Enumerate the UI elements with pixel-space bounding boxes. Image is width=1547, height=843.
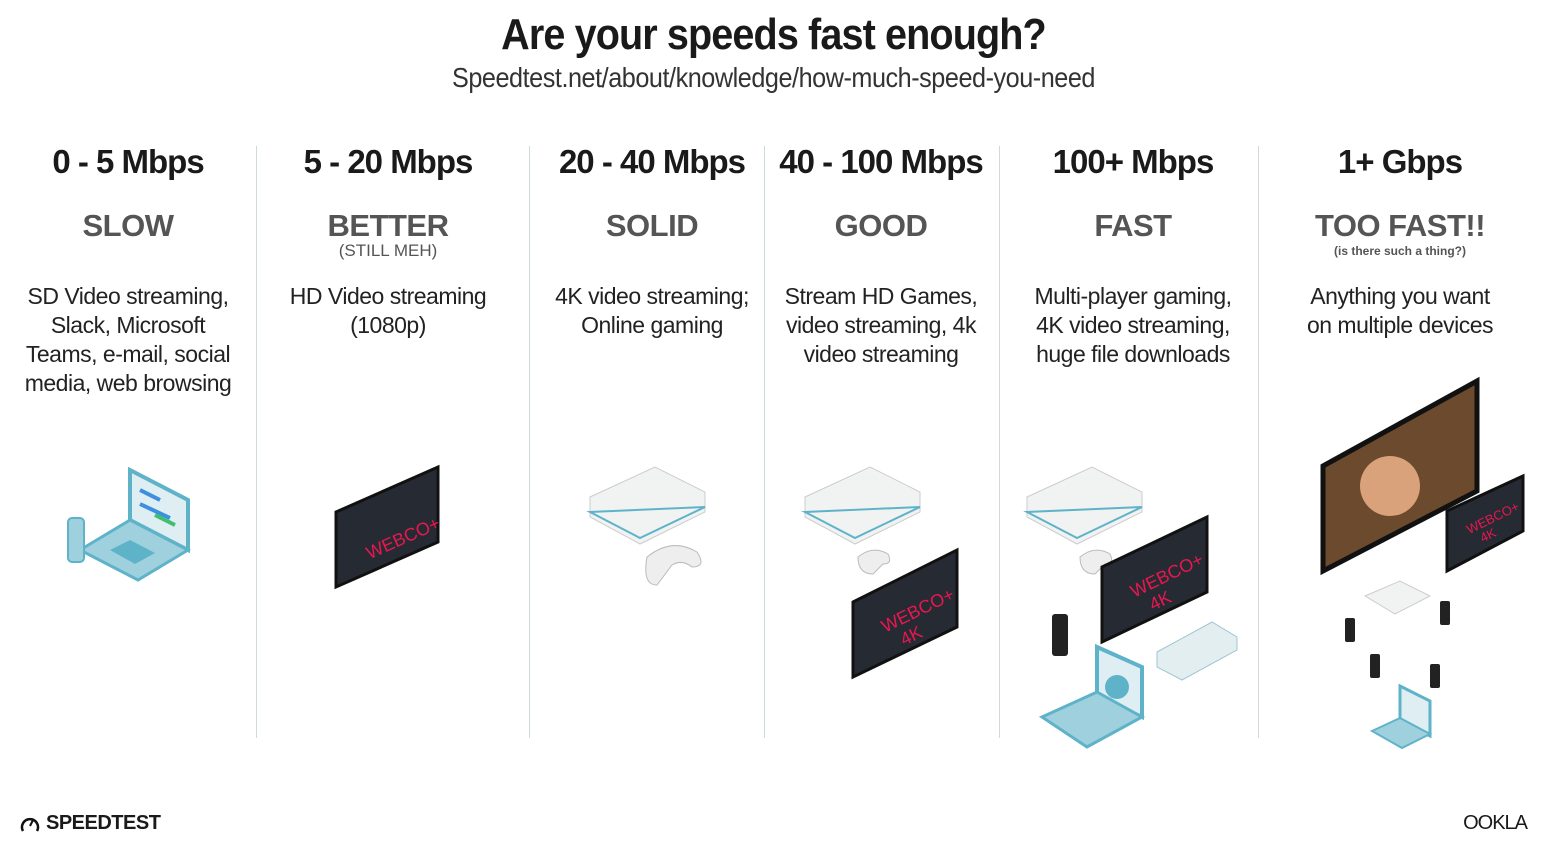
tier-speed: 20 - 40 Mbps bbox=[558, 143, 746, 180]
description-line: HD Video streaming bbox=[289, 283, 487, 309]
divider bbox=[764, 146, 765, 738]
tier-sublabel: (STILL MEH) bbox=[338, 241, 438, 260]
description-line: (1080p) bbox=[350, 312, 426, 338]
tier-column: 0 - 5 Mbps SLOW SD Video streaming, Slack,… bbox=[3, 140, 253, 398]
tier-description: Multi-player gaming, 4K video streaming, h… bbox=[1008, 282, 1258, 369]
description-line: 4K video streaming; bbox=[555, 283, 749, 309]
divider bbox=[999, 146, 1000, 738]
tier-column: 40 - 100 Mbps GOOD Stream HD Games, video … bbox=[766, 140, 996, 369]
tier-description: Stream HD Games, video streaming, 4k video… bbox=[766, 282, 996, 369]
description-line: Anything you want bbox=[1310, 283, 1490, 309]
tier-description: 4K video streaming; Online gaming bbox=[537, 282, 767, 340]
tier-description: SD Video streaming, Slack, Microsoft Teams… bbox=[3, 282, 253, 398]
tier-label: GOOD bbox=[834, 208, 928, 243]
tier-speed: 5 - 20 Mbps bbox=[303, 143, 474, 180]
laptop-icon bbox=[67, 466, 192, 582]
tier-sublabel: (is there such a thing?) bbox=[1333, 244, 1466, 258]
tier-label: BETTER bbox=[327, 208, 450, 243]
console-and-tv-icon: WEBCO+ 4K bbox=[801, 466, 959, 680]
tv-icon: WEBCO+ bbox=[334, 464, 443, 590]
ookla-logo: OOKLA bbox=[1463, 812, 1528, 834]
description-line: Online gaming bbox=[581, 312, 723, 338]
divider bbox=[529, 146, 530, 738]
description-line: Teams, e-mail, social bbox=[25, 341, 231, 367]
page-title: Are your speeds fast enough? bbox=[501, 10, 1047, 59]
tier-column: 5 - 20 Mbps BETTER (STILL MEH) HD Video st… bbox=[258, 140, 518, 340]
tier-speed: 0 - 5 Mbps bbox=[52, 143, 204, 180]
description-line: Multi-player gaming, bbox=[1034, 283, 1232, 309]
description-line: video streaming, 4k bbox=[786, 312, 976, 338]
divider bbox=[256, 146, 257, 738]
description-line: media, web browsing bbox=[24, 370, 232, 396]
description-line: huge file downloads bbox=[1036, 341, 1230, 367]
tier-column: 1+ Gbps TOO FAST!! (is there such a thing… bbox=[1270, 140, 1530, 340]
description-line: video streaming bbox=[803, 341, 959, 367]
description-line: SD Video streaming, bbox=[27, 283, 229, 309]
tier-speed: 1+ Gbps bbox=[1337, 143, 1463, 180]
tier-speed: 40 - 100 Mbps bbox=[779, 143, 983, 180]
description-line: on multiple devices bbox=[1306, 312, 1494, 338]
tier-column: 20 - 40 Mbps SOLID 4K video streaming; Onl… bbox=[537, 140, 767, 340]
page-subtitle: Speedtest.net/about/knowledge/how-much-s… bbox=[452, 62, 1095, 93]
divider bbox=[1258, 146, 1259, 738]
phone-icon bbox=[1052, 614, 1068, 656]
tv-4k-text: 4K bbox=[1477, 525, 1498, 546]
tier-description: Anything you want on multiple devices bbox=[1270, 282, 1530, 340]
gbps-devices-icon: WEBCO+ 4K bbox=[1320, 376, 1525, 750]
tier-column: 100+ Mbps FAST Multi-player gaming, 4K vid… bbox=[1008, 140, 1258, 369]
tier-label: SOLID bbox=[605, 208, 699, 243]
gamepad-icon bbox=[645, 545, 702, 586]
tier-label: TOO FAST!! bbox=[1314, 208, 1486, 243]
speedtest-logo: SPEEDTEST bbox=[20, 812, 161, 835]
fast-devices-icon: WEBCO+ 4K bbox=[1023, 466, 1238, 749]
game-console-icon bbox=[586, 466, 706, 586]
description-line: Slack, Microsoft bbox=[50, 312, 206, 338]
speedtest-logo-text: SPEEDTEST bbox=[46, 812, 161, 834]
tier-label: SLOW bbox=[82, 208, 175, 243]
speedtest-gauge-icon bbox=[20, 817, 40, 832]
description-line: Stream HD Games, bbox=[784, 283, 978, 309]
tier-label: FAST bbox=[1094, 208, 1172, 243]
description-line: 4K video streaming, bbox=[1036, 312, 1230, 338]
tier-description: HD Video streaming (1080p) bbox=[258, 282, 518, 340]
tier-speed: 100+ Mbps bbox=[1052, 143, 1215, 180]
